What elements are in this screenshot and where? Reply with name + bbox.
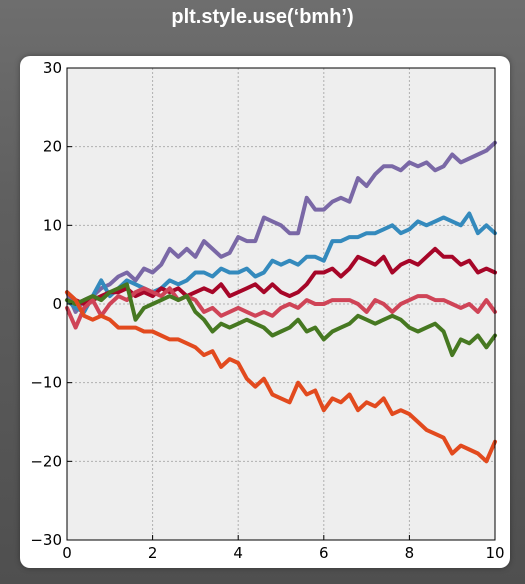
series-line-2 [65, 211, 497, 314]
y-tick-label: −10 [30, 374, 62, 392]
chart-panel: 0 2 4 6 8 10 −30 −20 −10 0 10 20 30 [20, 56, 510, 568]
x-tick-label: 0 [62, 544, 72, 562]
y-tick-label: 20 [43, 138, 62, 156]
x-tick-label: 4 [233, 544, 243, 562]
series-line-4 [65, 286, 497, 330]
line-chart: 0 2 4 6 8 10 −30 −20 −10 0 10 20 30 [30, 59, 504, 562]
x-tick-label: 8 [405, 544, 415, 562]
axis-ticks: 0 2 4 6 8 10 −30 −20 −10 0 10 20 30 [30, 59, 504, 562]
y-tick-label: 30 [43, 59, 62, 77]
series-line-5 [65, 282, 497, 358]
series-lines [65, 140, 497, 464]
x-tick-label: 10 [485, 544, 504, 562]
series-line-1 [65, 140, 497, 314]
y-tick-label: 0 [52, 295, 62, 313]
x-tick-label: 6 [319, 544, 329, 562]
y-tick-label: −20 [30, 452, 62, 470]
y-tick-label: −30 [30, 531, 62, 549]
x-tick-label: 2 [148, 544, 158, 562]
series-line-6 [65, 290, 497, 464]
y-tick-label: 10 [43, 216, 62, 234]
page-title: plt.style.use(‘bmh’) [171, 6, 354, 28]
series-line-3 [65, 246, 497, 306]
